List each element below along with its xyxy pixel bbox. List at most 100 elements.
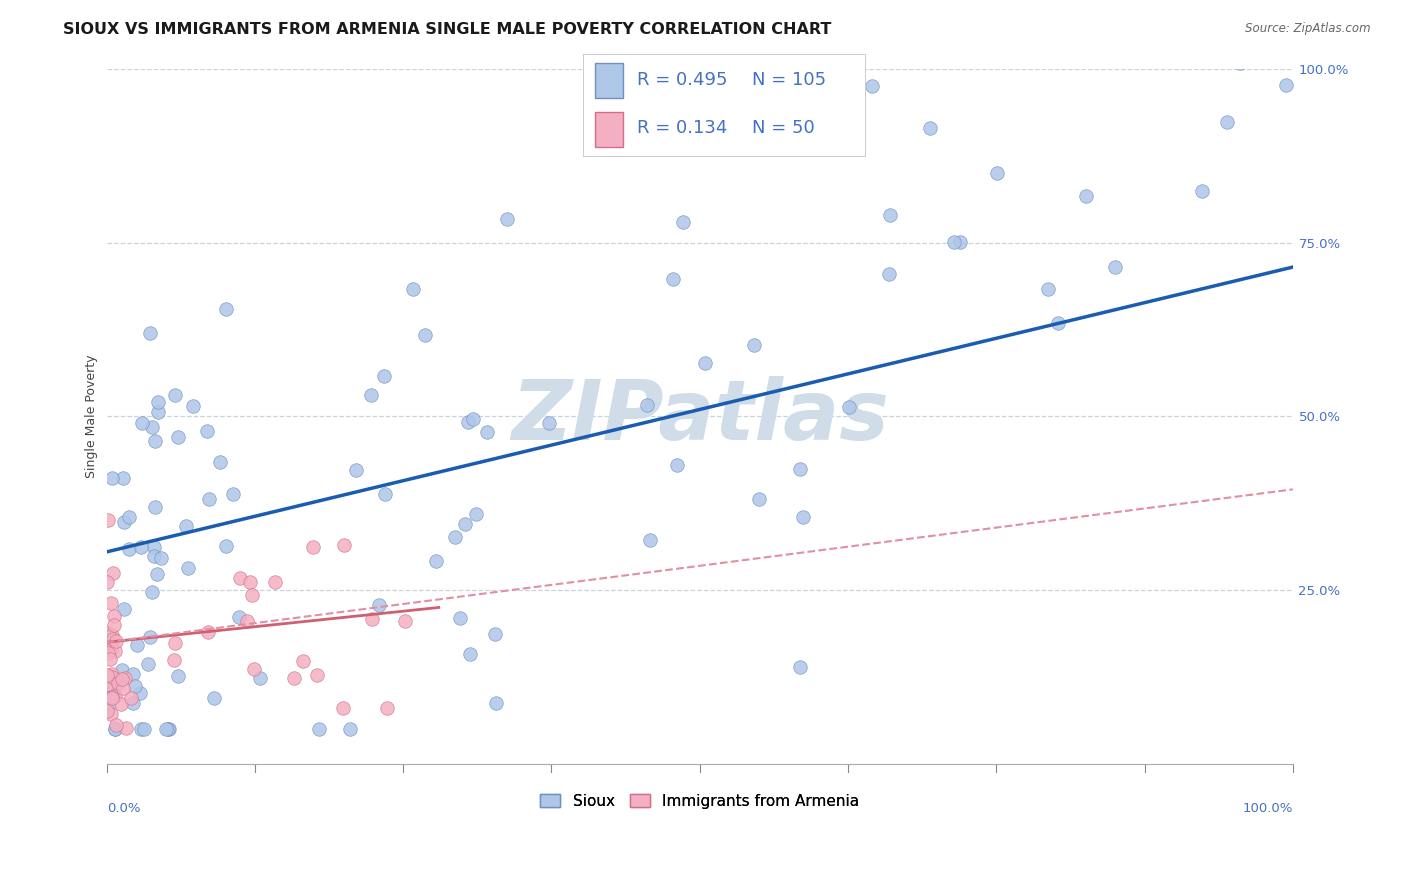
- Point: [129, 722, 152, 736]
- Point: [485, 697, 508, 711]
- Point: [666, 458, 689, 472]
- Point: [167, 668, 190, 682]
- Point: [308, 722, 330, 736]
- Point: [96, 575, 118, 590]
- Point: [100, 643, 122, 657]
- Point: [215, 539, 238, 553]
- Point: [236, 614, 259, 628]
- Text: R = 0.495: R = 0.495: [637, 71, 727, 89]
- Point: [101, 690, 124, 705]
- Point: [122, 666, 145, 681]
- Point: [120, 690, 142, 705]
- Point: [748, 491, 770, 506]
- Point: [98, 652, 121, 666]
- Point: [484, 627, 506, 641]
- Text: N = 50: N = 50: [752, 120, 815, 137]
- Legend: Sioux, Immigrants from Armenia: Sioux, Immigrants from Armenia: [534, 788, 865, 815]
- Point: [789, 660, 811, 674]
- Point: [121, 696, 143, 710]
- Point: [132, 722, 155, 736]
- Point: [165, 636, 187, 650]
- Point: [97, 513, 120, 527]
- Point: [838, 400, 860, 414]
- Point: [100, 596, 122, 610]
- Point: [464, 507, 486, 521]
- Text: N = 105: N = 105: [752, 71, 827, 89]
- Point: [291, 654, 314, 668]
- Point: [240, 588, 263, 602]
- Text: 0.0%: 0.0%: [107, 802, 141, 815]
- Point: [344, 463, 367, 477]
- Point: [1152, 48, 1174, 62]
- Point: [104, 644, 127, 658]
- Point: [229, 571, 252, 585]
- Point: [101, 632, 124, 647]
- Point: [143, 540, 166, 554]
- Point: [214, 301, 236, 316]
- Point: [1046, 316, 1069, 330]
- Point: [104, 722, 127, 736]
- Point: [333, 538, 356, 552]
- Point: [143, 549, 166, 564]
- Point: [97, 647, 120, 661]
- Point: [877, 267, 900, 281]
- Point: [413, 328, 436, 343]
- Point: [181, 400, 204, 414]
- Point: [918, 120, 941, 135]
- Point: [228, 610, 250, 624]
- Point: [124, 679, 146, 693]
- Point: [110, 672, 132, 686]
- Point: [104, 675, 127, 690]
- Point: [1264, 48, 1286, 62]
- Point: [243, 662, 266, 676]
- Text: R = 0.134: R = 0.134: [637, 120, 727, 137]
- Point: [105, 718, 128, 732]
- Text: 100.0%: 100.0%: [1243, 802, 1294, 815]
- Point: [463, 412, 485, 426]
- Point: [125, 638, 148, 652]
- Point: [111, 664, 134, 678]
- Point: [174, 518, 197, 533]
- Point: [453, 517, 475, 532]
- Point: [131, 541, 153, 555]
- Point: [97, 625, 120, 640]
- Point: [118, 509, 141, 524]
- Point: [792, 510, 814, 524]
- Point: [145, 567, 167, 582]
- Point: [112, 515, 135, 529]
- Point: [162, 652, 184, 666]
- Point: [155, 722, 177, 736]
- Point: [661, 271, 683, 285]
- Point: [638, 533, 661, 547]
- Point: [107, 675, 129, 690]
- Point: [101, 667, 124, 681]
- Point: [1052, 48, 1074, 62]
- Point: [693, 356, 716, 370]
- Text: SIOUX VS IMMIGRANTS FROM ARMENIA SINGLE MALE POVERTY CORRELATION CHART: SIOUX VS IMMIGRANTS FROM ARMENIA SINGLE …: [63, 22, 831, 37]
- Point: [332, 700, 354, 714]
- Point: [264, 575, 287, 590]
- Point: [114, 671, 136, 685]
- Point: [157, 722, 180, 736]
- Point: [367, 598, 389, 612]
- Point: [103, 618, 125, 632]
- Point: [986, 165, 1008, 179]
- Point: [283, 671, 305, 685]
- Point: [636, 398, 658, 412]
- Point: [143, 500, 166, 514]
- Point: [150, 550, 173, 565]
- Text: Source: ZipAtlas.com: Source: ZipAtlas.com: [1246, 22, 1371, 36]
- Point: [475, 425, 498, 439]
- Point: [101, 670, 124, 684]
- Point: [744, 338, 766, 352]
- Point: [103, 681, 125, 696]
- Point: [100, 707, 122, 722]
- Point: [141, 584, 163, 599]
- Point: [537, 416, 560, 430]
- Point: [177, 561, 200, 575]
- Point: [942, 235, 965, 250]
- FancyBboxPatch shape: [595, 112, 623, 147]
- Point: [222, 487, 245, 501]
- Point: [131, 416, 153, 430]
- Point: [148, 395, 170, 409]
